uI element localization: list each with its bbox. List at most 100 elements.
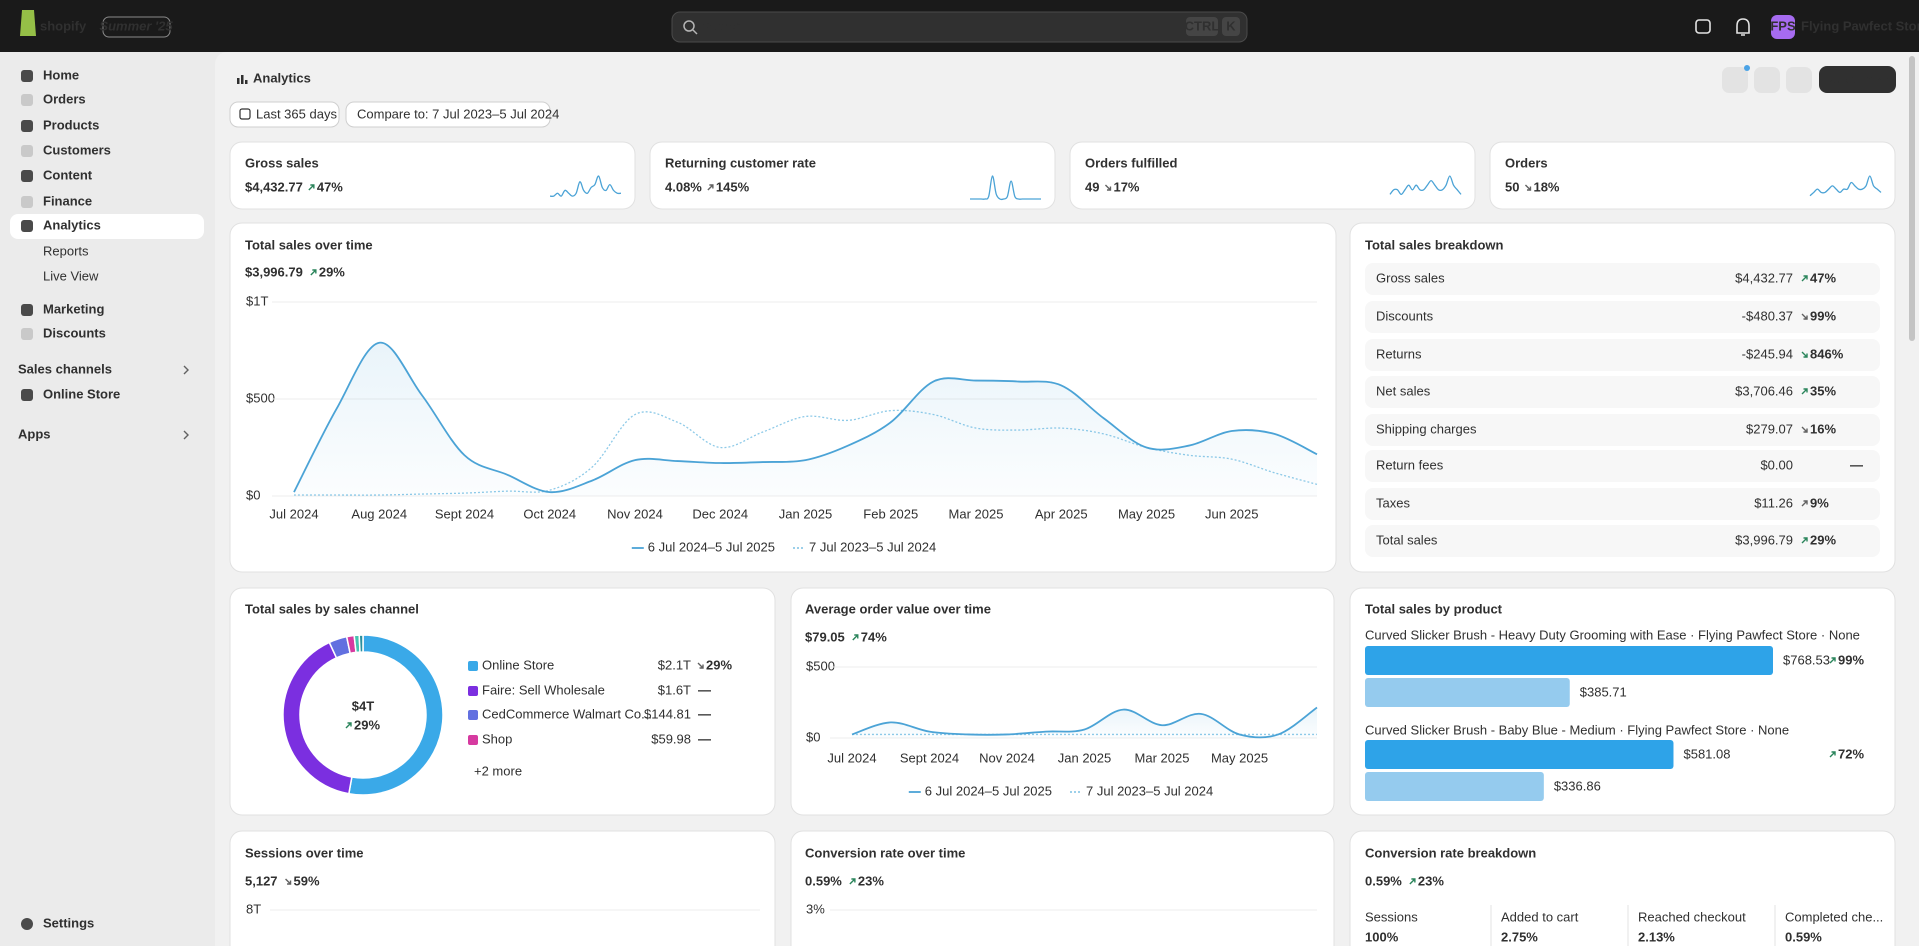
breakdown-label[interactable]: Returns bbox=[1376, 346, 1422, 361]
x-tick-label: Oct 2024 bbox=[523, 506, 576, 521]
nav-section[interactable]: Sales channels bbox=[18, 361, 112, 376]
breakdown-value: $4,432.77 bbox=[1735, 270, 1793, 285]
x-tick-label: Nov 2024 bbox=[607, 506, 663, 521]
step-value: 2.13% bbox=[1638, 929, 1675, 944]
scrollbar[interactable] bbox=[1909, 56, 1915, 341]
breakdown-label[interactable]: Return fees bbox=[1376, 457, 1444, 472]
search-icon bbox=[692, 29, 698, 35]
card bbox=[649, 141, 1056, 210]
delta-arrow bbox=[1801, 500, 1808, 507]
card-value: 0.59% bbox=[1365, 873, 1402, 888]
series-line bbox=[293, 341, 1318, 494]
x-tick-label: Aug 2024 bbox=[351, 506, 407, 521]
nav-item[interactable]: Customers bbox=[43, 142, 111, 157]
nav-item[interactable]: Reports bbox=[43, 243, 89, 258]
sparkline bbox=[970, 175, 1041, 201]
nav-item[interactable]: Content bbox=[43, 167, 93, 182]
nav-icon bbox=[21, 304, 33, 316]
nav-item[interactable]: Discounts bbox=[43, 325, 106, 340]
card-title: Total sales by sales channel bbox=[245, 601, 419, 616]
nav-item[interactable]: Finance bbox=[43, 193, 92, 208]
nav-item[interactable]: Marketing bbox=[43, 301, 104, 316]
icon-button[interactable] bbox=[1754, 67, 1780, 93]
breakdown-label[interactable]: Discounts bbox=[1376, 308, 1434, 323]
x-tick-label: Jan 2025 bbox=[1058, 750, 1112, 765]
settings-icon bbox=[21, 918, 33, 930]
x-tick-label: Feb 2025 bbox=[863, 506, 918, 521]
nav-item[interactable]: Settings bbox=[43, 915, 94, 930]
delta-arrow bbox=[1409, 878, 1416, 885]
y-tick-label: $500 bbox=[246, 390, 275, 405]
nav-item[interactable]: Orders bbox=[43, 91, 86, 106]
nav-item[interactable]: Live View bbox=[43, 268, 99, 283]
product-label: Curved Slicker Brush - Heavy Duty Groomi… bbox=[1365, 627, 1860, 642]
metric-value: 4.08% bbox=[665, 179, 702, 194]
breakdown-row bbox=[1365, 525, 1880, 557]
breakdown-label[interactable]: Shipping charges bbox=[1376, 421, 1477, 436]
bar-label: $581.08 bbox=[1683, 746, 1730, 761]
delta-text: 16% bbox=[1810, 421, 1836, 436]
product-bar bbox=[1365, 772, 1544, 801]
chevron bbox=[183, 365, 189, 375]
breakdown-value: -$480.37 bbox=[1742, 308, 1793, 323]
step-label: Reached checkout bbox=[1638, 909, 1746, 924]
chevron bbox=[183, 430, 189, 440]
delta-text: 72% bbox=[1838, 746, 1864, 761]
calendar-icon bbox=[239, 108, 251, 120]
shortcut-key bbox=[1222, 17, 1240, 36]
more-link[interactable]: +2 more bbox=[474, 763, 522, 778]
nav-icon bbox=[21, 220, 33, 232]
card-value: 5,127 bbox=[245, 873, 278, 888]
delta-arrow bbox=[308, 184, 315, 191]
shortcut-text: CTRL bbox=[1185, 18, 1220, 33]
bar-label: $385.71 bbox=[1580, 684, 1627, 699]
icon-button[interactable] bbox=[1722, 67, 1748, 93]
bell-icon[interactable] bbox=[1736, 18, 1750, 36]
breakdown-value: $0.00 bbox=[1760, 457, 1793, 472]
card-title: Total sales by product bbox=[1365, 601, 1503, 616]
nav-section[interactable]: Apps bbox=[18, 426, 51, 441]
customize-text[interactable]: Customize bbox=[1824, 71, 1890, 86]
delta-text: 74% bbox=[861, 629, 887, 644]
bar-label: $336.86 bbox=[1554, 778, 1601, 793]
avatar[interactable] bbox=[1771, 15, 1795, 39]
breakdown-row bbox=[1365, 376, 1880, 408]
nav-item[interactable]: Products bbox=[43, 117, 99, 132]
breakdown-value: $3,996.79 bbox=[1735, 532, 1793, 547]
customize-button[interactable] bbox=[1819, 66, 1896, 93]
nav-item[interactable]: Home bbox=[43, 67, 79, 82]
breakdown-label[interactable]: Gross sales bbox=[1376, 270, 1445, 285]
breakdown-row bbox=[1365, 414, 1880, 446]
breakdown-label[interactable]: Net sales bbox=[1376, 383, 1431, 398]
compare-button[interactable] bbox=[345, 101, 551, 128]
breakdown-row bbox=[1365, 339, 1880, 371]
delta-text: 99% bbox=[1838, 652, 1864, 667]
product-bar bbox=[1365, 740, 1674, 769]
delta-text: 23% bbox=[1418, 873, 1444, 888]
legend-value: $2.1T bbox=[658, 657, 691, 672]
nav-active bbox=[10, 214, 204, 239]
inbox-icon[interactable] bbox=[1695, 19, 1711, 34]
product-bar bbox=[1365, 678, 1570, 707]
card bbox=[790, 830, 1335, 946]
breakdown-label[interactable]: Total sales bbox=[1376, 532, 1438, 547]
card-title: Total sales breakdown bbox=[1365, 237, 1504, 252]
x-tick-label: Nov 2024 bbox=[979, 750, 1035, 765]
breakdown-label[interactable]: Taxes bbox=[1376, 495, 1410, 510]
nav-icon bbox=[21, 94, 33, 106]
legend-swatch bbox=[468, 735, 478, 745]
nav-icon bbox=[21, 389, 33, 401]
x-tick-label: Jul 2024 bbox=[269, 506, 318, 521]
nav-item[interactable]: Analytics bbox=[43, 217, 101, 232]
search-box[interactable] bbox=[671, 11, 1248, 43]
store-name[interactable]: Flying Pawfect Store bbox=[1801, 18, 1919, 33]
card bbox=[229, 141, 636, 210]
date-button-text: Last 365 days bbox=[256, 106, 337, 121]
metric-label: Orders fulfilled bbox=[1085, 155, 1178, 170]
card bbox=[1489, 141, 1896, 210]
date-button[interactable] bbox=[229, 101, 340, 128]
icon-button[interactable] bbox=[1786, 67, 1812, 93]
card-title: Average order value over time bbox=[805, 601, 991, 616]
nav-item[interactable]: Online Store bbox=[43, 386, 120, 401]
